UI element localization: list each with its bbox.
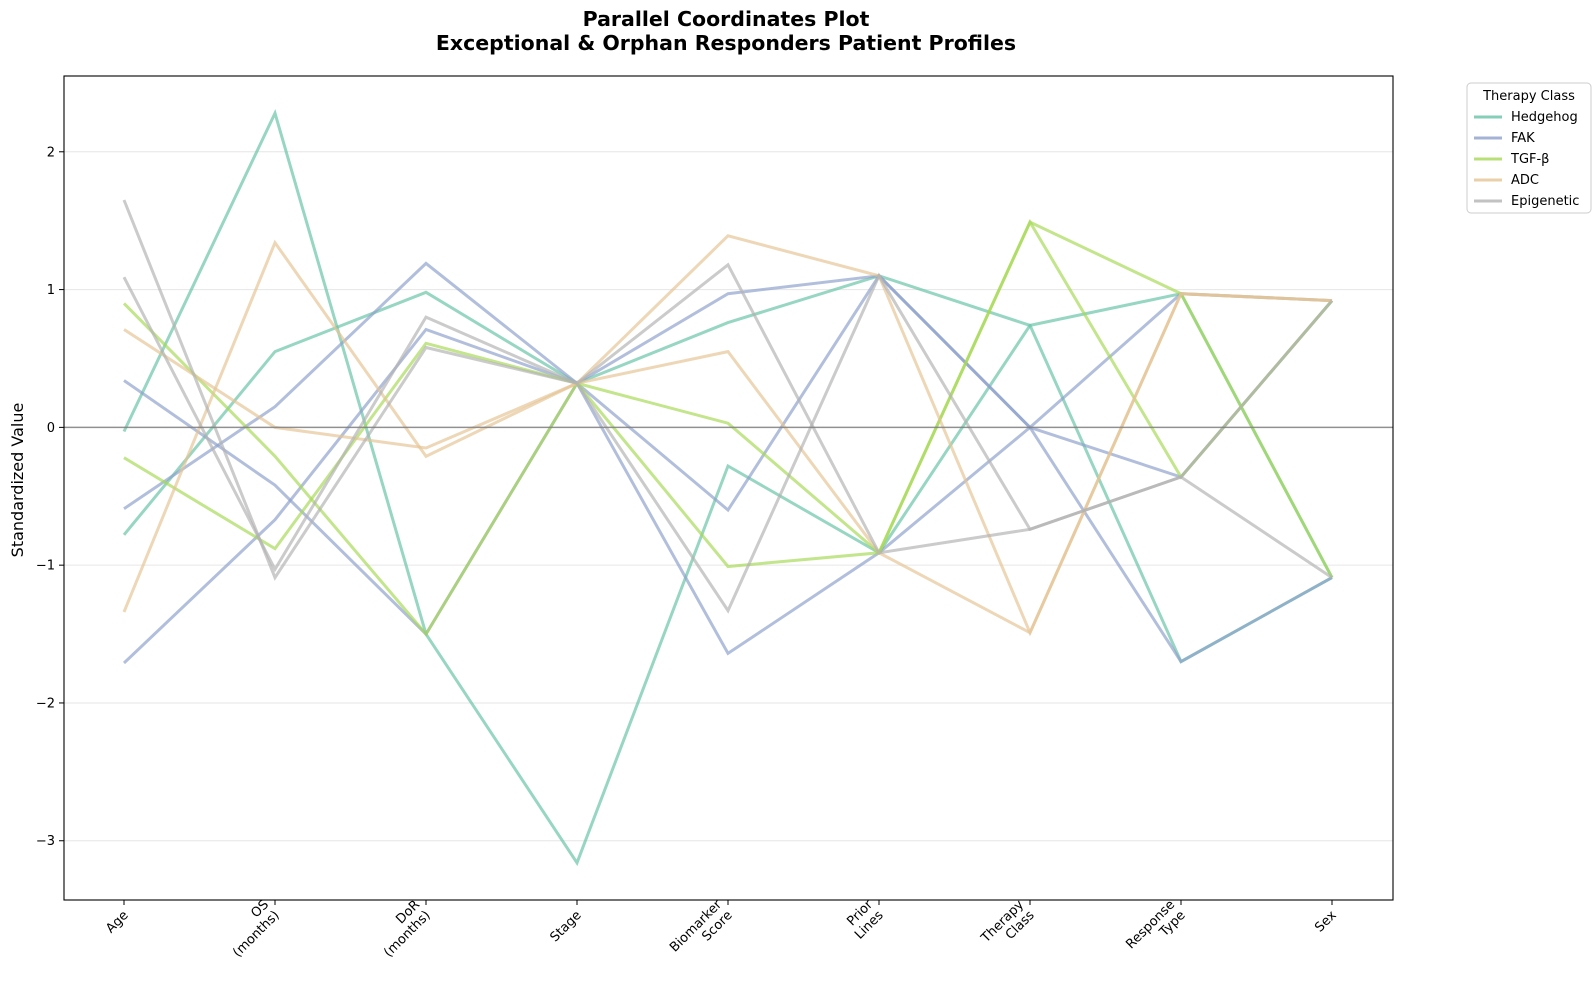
series-line-hedgehog (122, 108, 1334, 867)
chart-title-line2: Exceptional & Orphan Responders Patient … (436, 31, 1016, 55)
x-tick-label: Age (103, 908, 131, 936)
chart-title-line1: Parallel Coordinates Plot (583, 7, 870, 31)
y-tick-label: −2 (36, 696, 55, 711)
legend: Therapy Class Hedgehog FAK TGF-β ADC Epigenet… (1466, 82, 1592, 214)
x-tick-label-group: Sex (1312, 908, 1340, 936)
y-axis-label: Standardized Value (8, 403, 27, 558)
x-tick-label-group: DoR(months) (381, 897, 433, 960)
series-line-tgf- (122, 220, 1334, 637)
legend-entry: FAK (1511, 131, 1535, 146)
series-line-tgf- (123, 218, 1334, 569)
axes: 2 1 0 −1 −2 −3 Age OS(months) DoR(months) Stage Bi… (36, 75, 1394, 960)
plot-frame (63, 75, 1394, 901)
legend-title: Therapy Class (1482, 89, 1575, 104)
series-line-epigenetic (122, 262, 1333, 579)
legend-entry: Epigenetic (1511, 194, 1579, 209)
series-line-fak (123, 292, 1333, 656)
series-line-fak (123, 261, 1334, 510)
x-tick-label: Sex (1312, 908, 1340, 936)
series-line-fak (122, 273, 1333, 665)
series-line-adc (122, 239, 1333, 635)
y-tick-label: 2 (47, 145, 55, 160)
y-tick-label: 1 (47, 283, 55, 298)
legend-entry: Hedgehog (1511, 110, 1578, 125)
legend-entry: ADC (1511, 173, 1539, 188)
series-line-hedgehog (122, 274, 1333, 664)
y-tick-label: 0 (47, 421, 55, 436)
y-tick-label: −1 (36, 559, 55, 574)
series-lines (122, 108, 1334, 867)
x-tick-label-group: Age (103, 908, 131, 936)
grid-lines (64, 151, 1393, 842)
y-tick-label: −3 (36, 834, 55, 849)
x-tick-label: Stage (547, 908, 584, 945)
x-tick-label-group: Stage (547, 908, 584, 945)
x-tick-label-group: OS(months) (230, 897, 282, 960)
legend-entry: TGF-β (1510, 152, 1549, 167)
